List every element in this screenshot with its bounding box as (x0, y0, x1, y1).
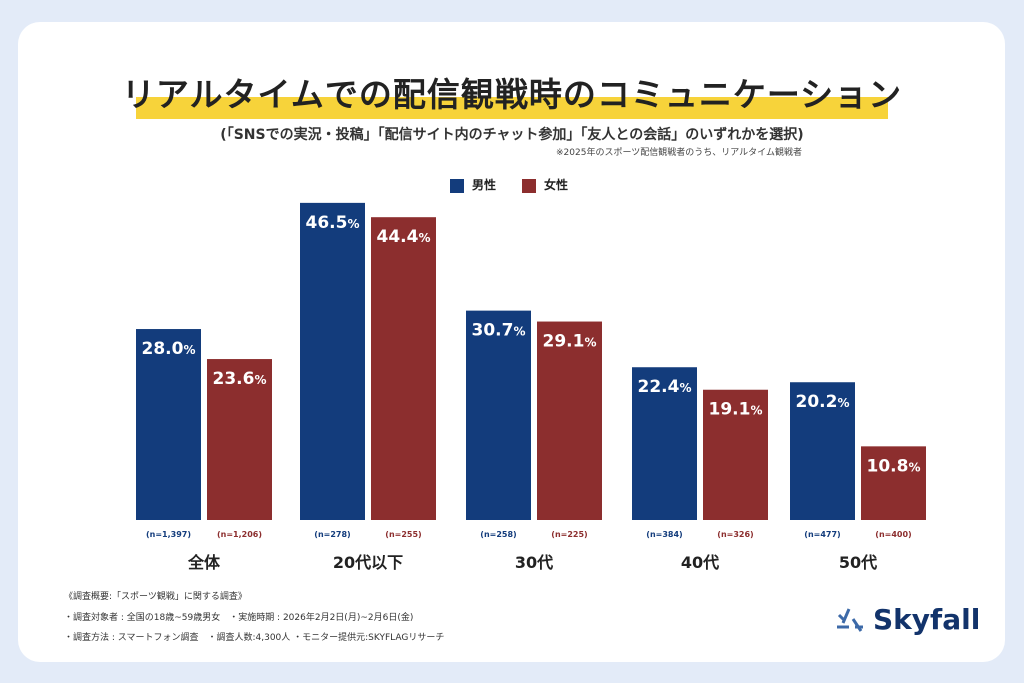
bar-male (300, 202, 365, 520)
legend-female: 女性 (522, 176, 568, 193)
legend-swatch-female (522, 178, 537, 193)
data-label: 10.8% (867, 456, 921, 476)
bar-female (861, 446, 926, 520)
chart-title: リアルタイムでの配信観戦時のコミュニケーション (121, 75, 903, 114)
title-highlight (136, 97, 888, 119)
chart-note: ※2025年のスポーツ配信観戦者のうち、リアルタイム観戦者 (556, 148, 802, 158)
bar-male (466, 310, 531, 520)
bar-female (371, 217, 436, 520)
legend-label-male: 男性 (472, 178, 497, 192)
sample-size-label: (n=255) (385, 530, 421, 539)
sample-size-label: (n=1,397) (146, 530, 191, 539)
bar-male (790, 382, 855, 520)
footer-line-2: ・調査対象者 : 全国の18歳~59歳男女 ・実施時期 : 2026年2月2日(… (64, 613, 414, 623)
data-label: 19.1% (709, 400, 763, 420)
data-label: 46.5% (306, 213, 360, 233)
data-label: 28.0% (142, 339, 196, 359)
footer-line-1: 《調査概要:「スポーツ観戦」に関する調査》 (64, 592, 247, 602)
bar-female (207, 359, 272, 520)
bar-female (537, 321, 602, 520)
footer-line-3: ・調査方法 : スマートフォン調査 ・調査人数:4,300人 ・モニター提供元:… (64, 633, 445, 643)
data-label: 44.4% (377, 227, 431, 247)
sample-size-label: (n=384) (646, 530, 682, 539)
data-label: 29.1% (543, 332, 597, 352)
legend-label-female: 女性 (544, 178, 569, 192)
category-label: 40代 (681, 553, 719, 572)
legend: 男性 女性 (450, 176, 568, 193)
skyfall-logo-icon (837, 607, 863, 632)
category-label: 20代以下 (333, 553, 403, 572)
data-label: 23.6% (213, 369, 267, 389)
bar-male (632, 367, 697, 520)
sample-size-label: (n=326) (717, 530, 753, 539)
legend-swatch-male (450, 178, 464, 193)
logo-text: Skyfall (873, 603, 981, 636)
category-label: 50代 (839, 553, 877, 572)
category-label: 30代 (515, 553, 553, 572)
sample-size-label: (n=1,206) (217, 530, 262, 539)
sample-size-label: (n=258) (480, 530, 516, 539)
skyfall-logo: Skyfall (835, 603, 980, 636)
bar-male (136, 329, 201, 520)
data-label: 20.2% (796, 392, 850, 412)
sample-size-label: (n=477) (804, 530, 840, 539)
legend-male: 男性 (450, 176, 496, 193)
chart-subtitle: (「SNSでの実況・投稿」「配信サイト内のチャット参加」「友人との会話」のいずれ… (220, 127, 804, 143)
sample-size-label: (n=400) (875, 530, 911, 539)
data-label: 22.4% (638, 377, 692, 397)
data-label: 30.7% (472, 321, 526, 341)
sample-size-label: (n=225) (551, 530, 587, 539)
bar-female (703, 389, 768, 520)
sample-size-label: (n=278) (314, 530, 350, 539)
category-label: 全体 (187, 553, 221, 572)
